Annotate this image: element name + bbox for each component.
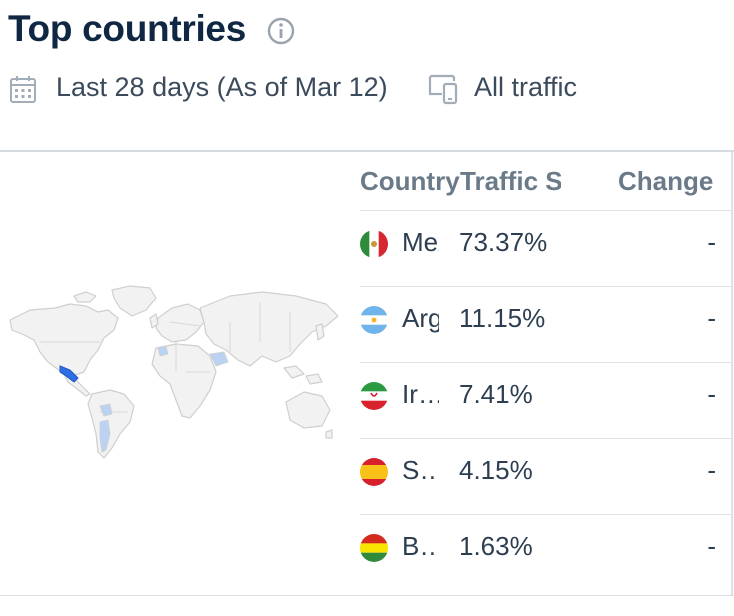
filter-row: Last 28 days (As of Mar 12) All traffic [0,70,734,110]
table-row[interactable]: Mexico 73.37% - [360,211,732,287]
country-name[interactable]: Mexico [402,227,439,257]
table-header: Country Traffic Share Change [360,152,732,210]
table-right-border [731,152,733,595]
change-value: - [707,531,716,561]
traffic-share: 4.15% [459,455,533,485]
traffic-share: 73.37% [459,227,548,257]
page-title: Top countries [8,8,246,49]
devices-icon [428,74,458,105]
traffic-share: 1.63% [459,531,533,561]
country-name[interactable]: B… [402,531,439,561]
argentina-flag-icon [360,306,388,334]
header-divider [360,210,732,211]
table-row[interactable]: Ir… 7.41% - [360,363,732,439]
info-circle-icon[interactable] [266,16,296,46]
col-traffic-share[interactable]: Traffic Share [460,166,561,196]
country-name[interactable]: Argentina [402,303,439,333]
section-divider-bottom [0,595,734,596]
change-value: - [707,303,716,333]
change-value: - [707,455,716,485]
map-mexico [59,365,79,383]
country-name[interactable]: S… [402,455,439,485]
change-value: - [707,379,716,409]
section-divider [0,150,734,152]
map-bolivia [99,403,113,417]
map-spain [157,345,169,357]
col-change[interactable]: Change [618,166,714,196]
col-country[interactable]: Country [360,166,460,196]
map-iran [209,351,229,367]
spain-flag-icon [360,458,388,486]
bolivia-flag-icon [360,534,388,562]
mexico-flag-icon [360,230,388,258]
table-row[interactable]: Argentina 11.15% - [360,287,732,363]
traffic-share: 7.41% [459,379,533,409]
calendar-icon [10,76,36,103]
table-row[interactable]: B… 1.63% - [360,515,732,591]
date-range-label[interactable]: Last 28 days (As of Mar 12) [56,72,388,102]
world-map [9,285,339,459]
change-value: - [707,227,716,257]
country-name[interactable]: Ir… [402,379,439,409]
iran-flag-icon [360,382,388,410]
map-argentina [99,419,111,453]
traffic-type-label[interactable]: All traffic [474,72,578,102]
traffic-share: 11.15% [459,303,546,333]
table-row[interactable]: S… 4.15% - [360,439,732,515]
